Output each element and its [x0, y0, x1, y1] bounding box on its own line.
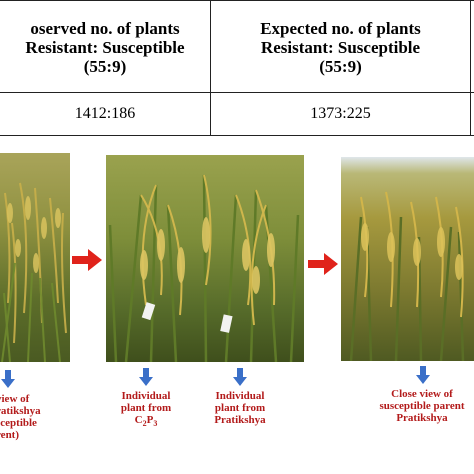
caption-left-line4: rent): [0, 429, 20, 441]
down-arrow-icon: [416, 366, 430, 384]
expected-header: Expected no. of plants Resistant: Suscep…: [211, 4, 470, 90]
caption-left-line1: view of: [0, 393, 30, 405]
caption-right-line2: susceptible parent: [379, 400, 465, 412]
caption-middle-left-line1: Individual: [121, 390, 171, 402]
photo-individual-plants: [106, 155, 304, 362]
down-arrow-icon: [233, 368, 247, 386]
caption-right: Close view of susceptible parent Pratiks…: [372, 388, 472, 424]
caption-c2p3: C2P3: [134, 414, 158, 429]
caption-left-line3: sceptible: [0, 417, 37, 429]
table-header-divider: [0, 92, 474, 93]
caption-middle-right: Individual plant from Pratikshya: [203, 390, 277, 426]
down-arrow-icon: [1, 370, 15, 388]
caption-middle-right-line1: Individual: [215, 390, 265, 402]
caption-left: view of ratikshya sceptible rent): [0, 393, 54, 441]
table-right-border: [470, 0, 471, 136]
observed-header-line2: Resistant: Susceptible: [25, 37, 185, 57]
expected-header-line2: Resistant: Susceptible: [260, 37, 421, 57]
caption-left-line2: ratikshya: [0, 405, 41, 417]
caption-middle-right-line2: plant from: [214, 402, 266, 414]
table-col-divider: [210, 0, 211, 136]
caption-middle-left-line2: plant from: [120, 402, 172, 414]
observed-header-line1: oserved no. of plants: [30, 18, 180, 38]
caption-middle-left: Individual plant from C2P3: [111, 390, 181, 430]
right-arrow-icon: [72, 249, 102, 271]
table-top-border: [0, 0, 474, 1]
caption-middle-right-line3: Pratikshya: [214, 414, 266, 426]
caption-right-line3: Pratikshya: [396, 412, 448, 424]
observed-header-line3: (55:9): [83, 56, 127, 76]
results-table: oserved no. of plants Resistant: Suscept…: [0, 0, 474, 136]
observed-header: oserved no. of plants Resistant: Suscept…: [0, 4, 210, 90]
down-arrow-icon: [139, 368, 153, 386]
caption-right-line1: Close view of: [391, 388, 453, 400]
photo-susceptible-parent-field: [0, 153, 70, 362]
expected-header-line1: Expected no. of plants: [260, 18, 421, 38]
right-arrow-icon: [308, 253, 338, 275]
expected-value: 1373:225: [310, 105, 371, 122]
photo-susceptible-parent-close: [341, 157, 474, 361]
table-bottom-border: [0, 135, 474, 136]
observed-value: 1412:186: [74, 105, 136, 122]
expected-header-line3: (55:9): [319, 56, 362, 76]
